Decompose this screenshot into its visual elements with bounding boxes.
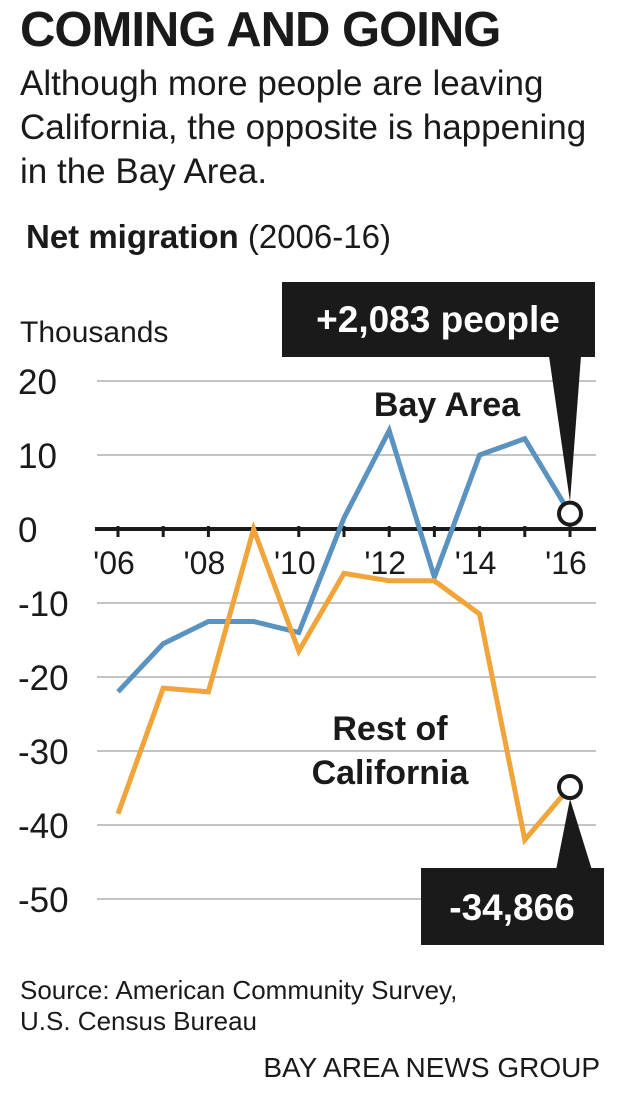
y-tick-label: -30 <box>18 733 69 772</box>
x-tick-label: '12 <box>364 545 406 581</box>
bay-area-line <box>116 424 573 694</box>
source-note: Source: American Community Survey, U.S. … <box>20 975 457 1037</box>
x-tick-label: '06 <box>93 545 135 581</box>
endpoint-marker-rest-of-california <box>557 774 583 801</box>
credit-line: BAY AREA NEWS GROUP <box>263 1052 600 1083</box>
y-tick-label: -20 <box>18 659 69 698</box>
callout-box-rest-of-california <box>421 868 604 945</box>
x-tick-label: '08 <box>184 545 226 581</box>
callout-box-bay-area <box>282 282 595 357</box>
y-tick-label: 0 <box>18 511 37 550</box>
chart-heading-bold: Net migration <box>26 218 239 255</box>
y-tick-label: 20 <box>18 363 57 402</box>
callout-label-rest-of-california: -34,866 <box>449 887 575 928</box>
chart-subtitle: Although more people are leaving Califor… <box>20 64 587 191</box>
chart-heading: Net migration (2006-16) <box>26 218 391 256</box>
y-tick-label: 10 <box>18 437 57 476</box>
y-tick-label: -50 <box>18 881 69 920</box>
chart-heading-years: (2006-16) <box>247 218 391 255</box>
callout-pointer-bay-area <box>549 356 581 502</box>
series-label-rest-of-california-line1: Rest of <box>332 710 448 748</box>
x-tick-label: '10 <box>274 545 316 581</box>
series-label-rest-of-california-line2: California <box>312 754 470 792</box>
y-tick-label: -40 <box>18 807 69 846</box>
y-tick-label: -10 <box>18 585 69 624</box>
chart-title: COMING AND GOING <box>20 3 501 57</box>
endpoint-marker-bay-area <box>557 500 583 527</box>
rest-of-california-line <box>115 520 572 846</box>
x-tick-label: '16 <box>545 545 587 581</box>
callout-label-bay-area: +2,083 people <box>316 299 560 340</box>
series-label-bay-area: Bay Area <box>374 386 521 424</box>
source-line-2: U.S. Census Bureau <box>20 1006 258 1036</box>
x-tick-label: '14 <box>455 545 497 581</box>
callout-pointer-rest-of-california <box>556 799 592 870</box>
y-axis-label: Thousands <box>20 316 168 349</box>
source-line-1: Source: American Community Survey, <box>20 975 458 1005</box>
line-chart: 20 10 0 -10 -20 -30 -40 -50 Thousands '06 '08 '10 '1… <box>18 282 604 945</box>
